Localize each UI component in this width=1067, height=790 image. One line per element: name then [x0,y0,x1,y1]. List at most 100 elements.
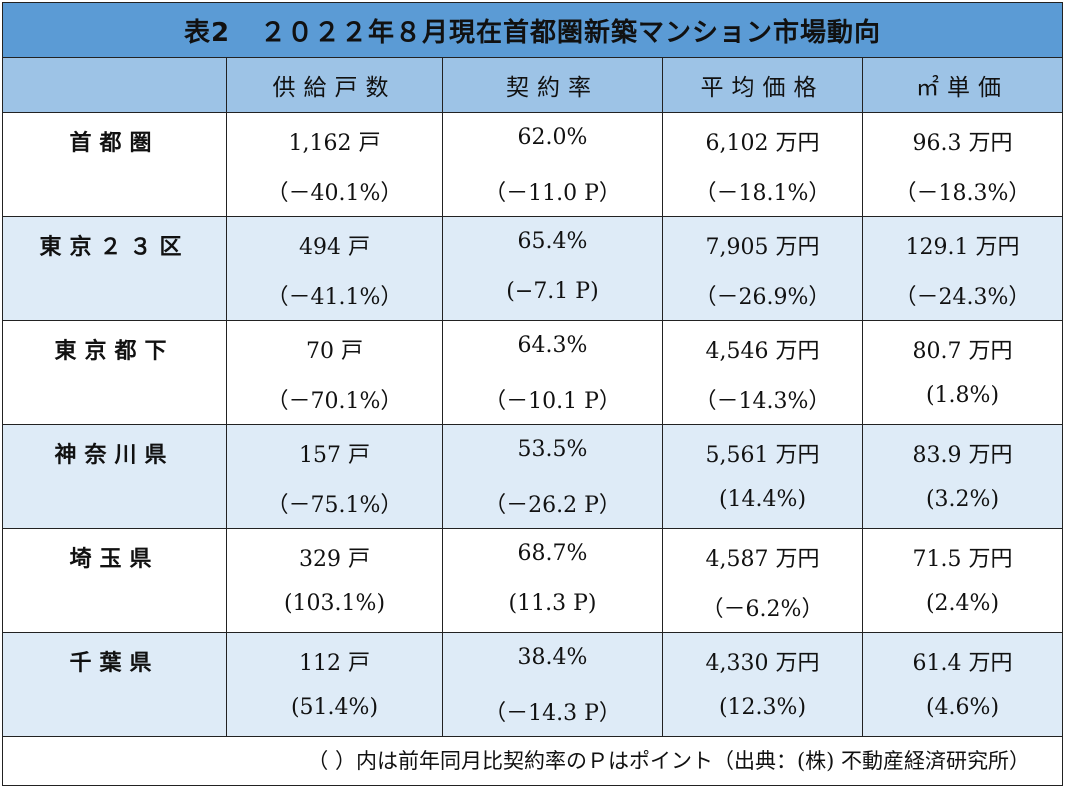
supply-cell: 70 戸 （－70.1%） [227,321,443,424]
rate-cell: 62.0% （－11.0 P） [443,113,663,216]
unit-value: 61.4 万円 [912,651,1013,676]
table-row: 首都圏 1,162 戸 （－40.1%） 62.0% （－11.0 P） 6,102… [3,113,1062,217]
rate-cell: 53.5% （－26.2 P） [443,425,663,528]
unit-value: 80.7 万円 [912,339,1013,364]
unit-value: 83.9 万円 [912,443,1013,468]
price-cell: 4,587 万円 （－6.2%） [663,529,863,632]
rate-value: 62.0% [517,125,588,150]
table-row: 神奈川県 157 戸 （－75.1%） 53.5% （－26.2 P） 5,561 … [3,425,1062,529]
price-change: (12.3%) [718,695,807,720]
price-cell: 5,561 万円 (14.4%) [663,425,863,528]
region-cell: 埼玉県 [3,529,227,632]
source-footnote: （ ）内は前年同月比契約率のＰはポイント（出典：(株) 不動産経済研究所） [307,749,1030,773]
header-row: 供給戸数 契約率 平均価格 ㎡単価 [3,58,1062,113]
rate-change: (−7.1 P) [506,279,599,304]
unit-change: (3.2%) [925,487,1000,512]
unit-change: （－18.3%） [894,181,1031,206]
supply-value: 1,162 戸 [288,131,381,156]
supply-change: (103.1%) [283,591,386,616]
price-value: 5,561 万円 [705,443,820,468]
unit-value: 96.3 万円 [912,131,1013,156]
rate-value: 38.4% [517,645,588,670]
rate-cell: 68.7% (11.3 P) [443,529,663,632]
header-supply: 供給戸数 [227,58,443,112]
rate-change: （－14.3 P） [484,701,621,726]
unit-cell: 129.1 万円 （－24.3%） [863,217,1062,320]
header-blank [3,58,227,112]
rate-change: (11.3 P) [508,591,597,616]
price-cell: 4,330 万円 (12.3%) [663,633,863,736]
supply-cell: 329 戸 (103.1%) [227,529,443,632]
header-unit-price: ㎡単価 [916,75,1009,101]
region-cell: 東京都下 [3,321,227,424]
price-cell: 4,546 万円 （－14.3%） [663,321,863,424]
price-change: （－14.3%） [694,389,831,414]
supply-value: 70 戸 [306,339,363,364]
rate-cell: 38.4% （－14.3 P） [443,633,663,736]
region-name: 首都圏 [69,131,160,156]
region-name: 東京都下 [54,339,175,364]
header-contract-rate: 契約率 [443,58,663,112]
price-value: 4,546 万円 [705,339,820,364]
table-row: 東京都下 70 戸 （－70.1%） 64.3% （－10.1 P） 4,546 万… [3,321,1062,425]
table-row: 東京２３区 494 戸 （－41.1%） 65.4% (−7.1 P) 7,905 … [3,217,1062,321]
supply-change: (51.4%) [290,695,379,720]
supply-cell: 112 戸 (51.4%) [227,633,443,736]
header-average-price: 平均価格 [663,58,863,112]
supply-change: （－75.1%） [266,493,403,518]
region-name: 神奈川県 [54,443,175,468]
price-change: （－26.9%） [694,285,831,310]
unit-value: 71.5 万円 [912,547,1013,572]
rate-cell: 64.3% （－10.1 P） [443,321,663,424]
region-cell: 神奈川県 [3,425,227,528]
unit-cell: 96.3 万円 （－18.3%） [863,113,1062,216]
rate-value: 65.4% [517,229,588,254]
supply-cell: 494 戸 （－41.1%） [227,217,443,320]
supply-value: 112 戸 [299,651,370,676]
rate-change: （－10.1 P） [484,389,621,414]
region-cell: 首都圏 [3,113,227,216]
supply-value: 329 戸 [299,547,370,572]
price-change: （－18.1%） [694,181,831,206]
supply-change: （－40.1%） [266,181,403,206]
unit-change: (4.6%) [925,695,1000,720]
rate-change: （－11.0 P） [484,181,621,206]
supply-value: 494 戸 [299,235,370,260]
table-number: 表2 [183,17,231,48]
table-title-text: ２０２２年８月現在首都圏新築マンション市場動向 [260,17,882,48]
table-row: 千葉県 112 戸 (51.4%) 38.4% （－14.3 P） 4,330 万円… [3,633,1062,737]
region-name: 千葉県 [69,651,160,676]
unit-cell: 71.5 万円 (2.4%) [863,529,1062,632]
unit-cell: 83.9 万円 (3.2%) [863,425,1062,528]
rate-value: 64.3% [517,333,588,358]
unit-cell: 61.4 万円 (4.6%) [863,633,1062,736]
price-value: 4,587 万円 [705,547,820,572]
unit-value: 129.1 万円 [905,235,1020,260]
supply-value: 157 戸 [299,443,370,468]
price-value: 4,330 万円 [705,651,820,676]
table-row: 埼玉県 329 戸 (103.1%) 68.7% (11.3 P) 4,587 万円… [3,529,1062,633]
table-title: 表2 ２０２２年８月現在首都圏新築マンション市場動向 [3,3,1062,58]
unit-change: (1.8%) [925,383,1000,408]
region-name: 東京２３区 [39,235,190,260]
price-change: (14.4%) [718,487,807,512]
region-name: 埼玉県 [69,547,160,572]
rate-change: （－26.2 P） [484,493,621,518]
unit-change: （－24.3%） [894,285,1031,310]
supply-change: （－70.1%） [266,389,403,414]
unit-change: (2.4%) [925,591,1000,616]
supply-cell: 1,162 戸 （－40.1%） [227,113,443,216]
price-value: 7,905 万円 [705,235,820,260]
rate-value: 68.7% [517,541,588,566]
supply-cell: 157 戸 （－75.1%） [227,425,443,528]
region-cell: 東京２３区 [3,217,227,320]
rate-value: 53.5% [517,437,588,462]
supply-change: （－41.1%） [266,285,403,310]
price-cell: 7,905 万円 （－26.9%） [663,217,863,320]
region-cell: 千葉県 [3,633,227,736]
price-value: 6,102 万円 [705,131,820,156]
unit-cell: 80.7 万円 (1.8%) [863,321,1062,424]
price-change: （－6.2%） [701,597,824,622]
price-cell: 6,102 万円 （－18.1%） [663,113,863,216]
